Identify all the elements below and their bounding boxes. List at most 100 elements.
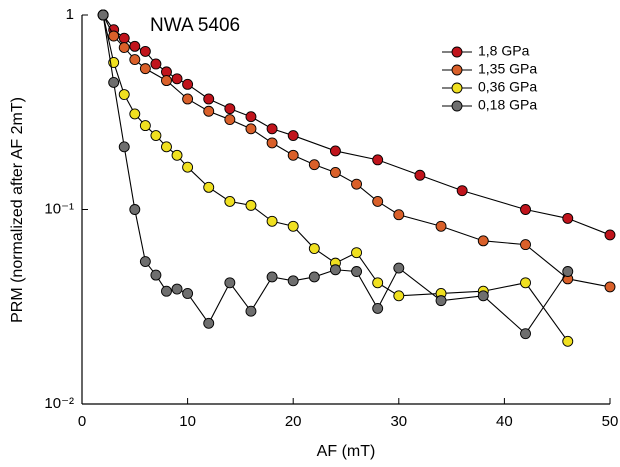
data-point (171, 149, 183, 161)
data-point (393, 262, 405, 274)
data-point (161, 141, 172, 153)
y-tick-label: 10⁻² (44, 395, 74, 412)
data-point (150, 58, 162, 70)
data-point (604, 281, 616, 293)
data-point (182, 288, 194, 299)
data-point (351, 178, 363, 190)
data-point (287, 130, 299, 141)
data-point (129, 108, 141, 120)
data-point (129, 40, 141, 52)
data-point (287, 220, 299, 232)
data-point (118, 42, 130, 54)
data-point (118, 89, 130, 100)
x-tick-label: 30 (390, 413, 407, 430)
data-point (171, 73, 183, 85)
data-point (118, 32, 130, 44)
data-point (139, 120, 151, 132)
data-point (435, 220, 447, 232)
data-point (150, 269, 162, 281)
data-point (129, 204, 141, 215)
data-point (266, 137, 278, 149)
data-point (182, 161, 194, 173)
data-point (129, 54, 141, 66)
data-point (139, 45, 151, 57)
data-point (266, 123, 278, 135)
data-point (266, 271, 278, 283)
data-point (308, 271, 320, 283)
data-point (171, 283, 183, 295)
data-point (520, 239, 531, 251)
data-point (520, 328, 531, 340)
data-point (118, 141, 130, 153)
data-point (224, 114, 236, 126)
data-point (182, 93, 194, 105)
data-point (308, 159, 320, 171)
legend-label: 1,8 GPa (478, 43, 530, 59)
data-point (203, 181, 215, 193)
data-point (393, 290, 405, 302)
data-point (372, 154, 384, 166)
legend-label: 0,36 GPa (478, 79, 537, 95)
y-tick-label: 1 (66, 6, 74, 23)
data-point (393, 209, 405, 221)
data-point (150, 130, 162, 141)
data-point (351, 247, 363, 259)
data-point (456, 185, 468, 197)
legend-marker (451, 82, 463, 94)
data-point (287, 149, 299, 161)
legend-marker (451, 46, 463, 58)
x-tick-label: 50 (602, 413, 619, 430)
data-point (245, 111, 257, 123)
x-tick-label: 0 (78, 413, 86, 430)
data-point (351, 266, 363, 277)
data-point (372, 195, 384, 207)
data-point (139, 256, 151, 267)
data-point (562, 266, 574, 277)
x-tick-label: 10 (179, 413, 196, 430)
data-point (203, 93, 215, 105)
data-point (266, 215, 278, 227)
data-point (308, 243, 320, 254)
data-point (520, 204, 531, 215)
data-point (435, 295, 447, 307)
data-point (477, 290, 489, 302)
data-point (161, 75, 172, 87)
data-point (245, 305, 257, 317)
data-point (329, 264, 341, 276)
data-point (224, 103, 236, 115)
data-point (108, 77, 120, 88)
data-point (329, 145, 341, 157)
series-line (102, 14, 611, 288)
data-point (414, 169, 426, 181)
legend-marker (451, 64, 463, 76)
legend-marker (451, 100, 463, 112)
data-point (372, 277, 384, 289)
data-point (329, 167, 341, 178)
x-tick-label: 40 (496, 413, 513, 430)
data-point (203, 317, 215, 329)
x-axis-label: AF (mT) (317, 443, 376, 460)
data-point (562, 212, 574, 224)
data-point (562, 335, 574, 347)
data-point (161, 285, 172, 297)
legend-label: 1,35 GPa (478, 61, 537, 77)
data-point (203, 105, 215, 117)
data-point (97, 9, 109, 21)
data-point (224, 195, 236, 207)
data-point (372, 302, 384, 314)
y-tick-label: 10⁻¹ (44, 200, 74, 217)
x-tick-label: 20 (285, 413, 302, 430)
data-point (520, 277, 531, 289)
y-axis-label: PRM (normalized after AF 2mT) (9, 97, 26, 323)
data-point (108, 30, 120, 42)
data-point (477, 235, 489, 247)
data-point (182, 78, 194, 90)
data-point (224, 277, 236, 289)
chart-title: NWA 5406 (150, 15, 240, 36)
data-point (245, 123, 257, 135)
series-line (102, 14, 611, 236)
data-point (287, 275, 299, 287)
legend-label: 0,18 GPa (478, 97, 537, 113)
data-point (139, 63, 151, 75)
